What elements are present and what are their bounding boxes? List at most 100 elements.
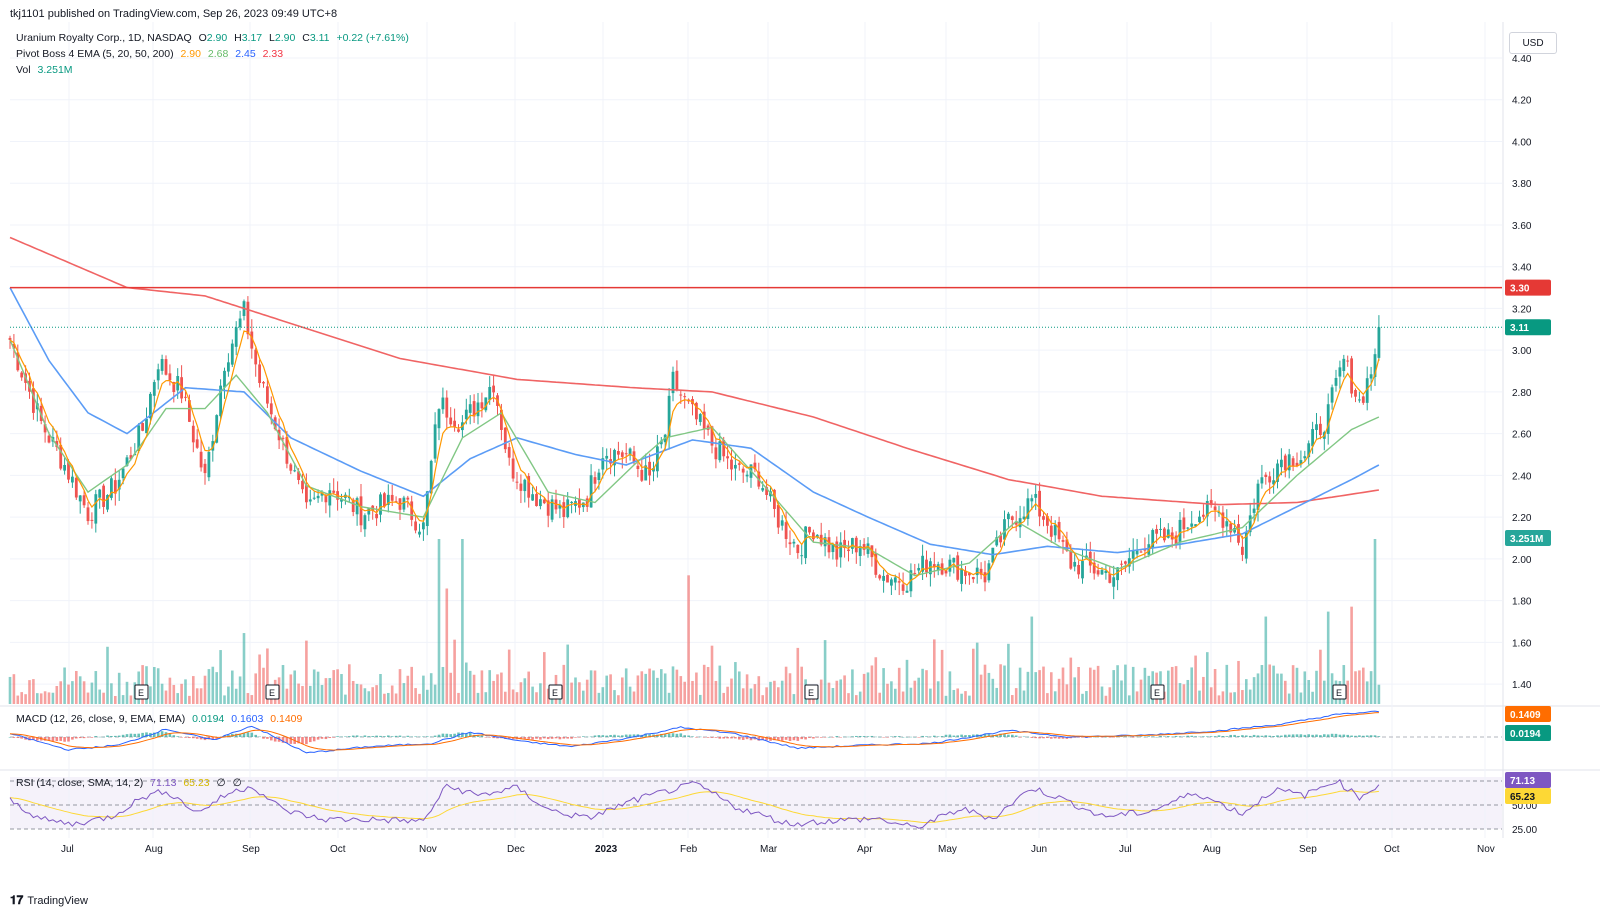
volume-bar [504,691,507,704]
candle-body [874,553,878,575]
macd-hist-bar [862,736,866,737]
macd-hist-bar [1112,737,1115,738]
macd-hist-bar [1190,735,1193,737]
candle-body [1354,390,1357,397]
volume-bar [328,678,332,704]
volume-bar [75,670,78,704]
vol-legend-value: 3.251M [37,64,73,76]
macd-hist-bar [722,737,725,739]
volume-bar [1206,652,1209,704]
volume-bar [1217,695,1221,704]
candle-body [379,494,382,515]
macd-hist-bar [784,737,788,740]
volume-bar [219,650,222,704]
candle-body [1241,546,1244,555]
candle-body [297,471,300,480]
volume-bar [1213,668,1217,704]
candle-body [141,423,144,431]
resistance-price-tag-bg [1505,279,1551,296]
volume-bar [102,692,105,704]
candle-body [289,464,293,471]
volume-bar [1237,660,1240,704]
macd-hist-bar [476,735,480,737]
volume-bar [110,683,113,704]
macd-hist-bar [710,737,714,738]
volume-bar [320,684,324,704]
macd-hist-bar [86,737,90,738]
candle-body [1233,527,1236,533]
candle-body [890,579,893,586]
candle-body [1280,459,1283,468]
macd-hist-bar [663,734,667,737]
candle-body [1268,476,1272,483]
earnings-marker [548,684,563,700]
macd-hist-bar [648,734,651,737]
volume-bar [531,686,534,704]
volume-bar [979,674,983,704]
macd-hist-bar [1163,736,1166,737]
macd-hist-bar [582,736,585,737]
macd-hist-bar [47,737,51,741]
volume-bar [375,685,378,704]
earnings-marker [265,684,280,700]
volume-bar [890,681,893,704]
macd-hist-bar [905,736,909,738]
currency-button[interactable]: USD [1509,32,1557,54]
candle-body [1330,387,1334,403]
macd-hist-bar [484,737,488,738]
macd-hist-bar [847,736,850,738]
volume-bar [1178,683,1182,704]
legend-change: +0.22 (+7.61%) [336,32,409,44]
volume-bar [449,672,452,704]
volume-bar [1022,690,1026,704]
macd-hist-bar [539,737,542,740]
volume-bar [1061,667,1065,704]
macd-hist-bar [925,736,928,737]
candle-body [1272,480,1275,485]
volume-bar [543,652,546,704]
volume-bar [422,675,425,704]
candle-body [8,337,12,340]
macd-hist-bar [192,737,195,739]
macd-hist-bar [777,737,780,741]
volume-bar [897,667,901,704]
volume-bar [1053,691,1057,704]
macd-hist-bar [597,735,601,737]
volume-bar [1011,695,1014,704]
volume-bar [1089,667,1092,704]
candle-body [948,559,952,572]
candle-body [488,386,492,401]
candle-body [410,501,414,520]
candle-body [113,480,117,494]
candle-body [1026,498,1030,519]
candle-body [858,546,862,557]
time-tick-label: Jul [1119,844,1132,855]
macd-hist-bar [823,737,827,738]
macd-hist-bar [1038,737,1041,739]
volume-bar [160,683,164,704]
volume-bar [1042,666,1045,704]
macd-hist-bar [718,737,722,739]
macd-hist-bar [32,737,35,740]
macd-hist-bar [426,736,429,737]
volume-bar [726,686,729,704]
macd-hist-bar [952,735,956,737]
volume-bar [168,677,172,704]
candle-body [1213,506,1217,511]
candle-body [835,541,839,560]
macd-hist-bar [1213,736,1217,737]
macd-hist-bar [1155,736,1158,738]
ema50-value: 2.45 [235,48,256,60]
macd-hist-bar [761,737,764,740]
macd-hist-bar [359,736,363,737]
volume-bar [227,686,230,704]
candle-body [1377,327,1381,358]
candle-body [531,494,534,501]
macd-hist-bar [699,736,702,738]
candle-body [1256,483,1260,511]
candle-body [671,371,675,394]
candle-body [1096,570,1100,575]
candle-body [753,462,757,470]
macd-hist-bar [624,734,628,737]
